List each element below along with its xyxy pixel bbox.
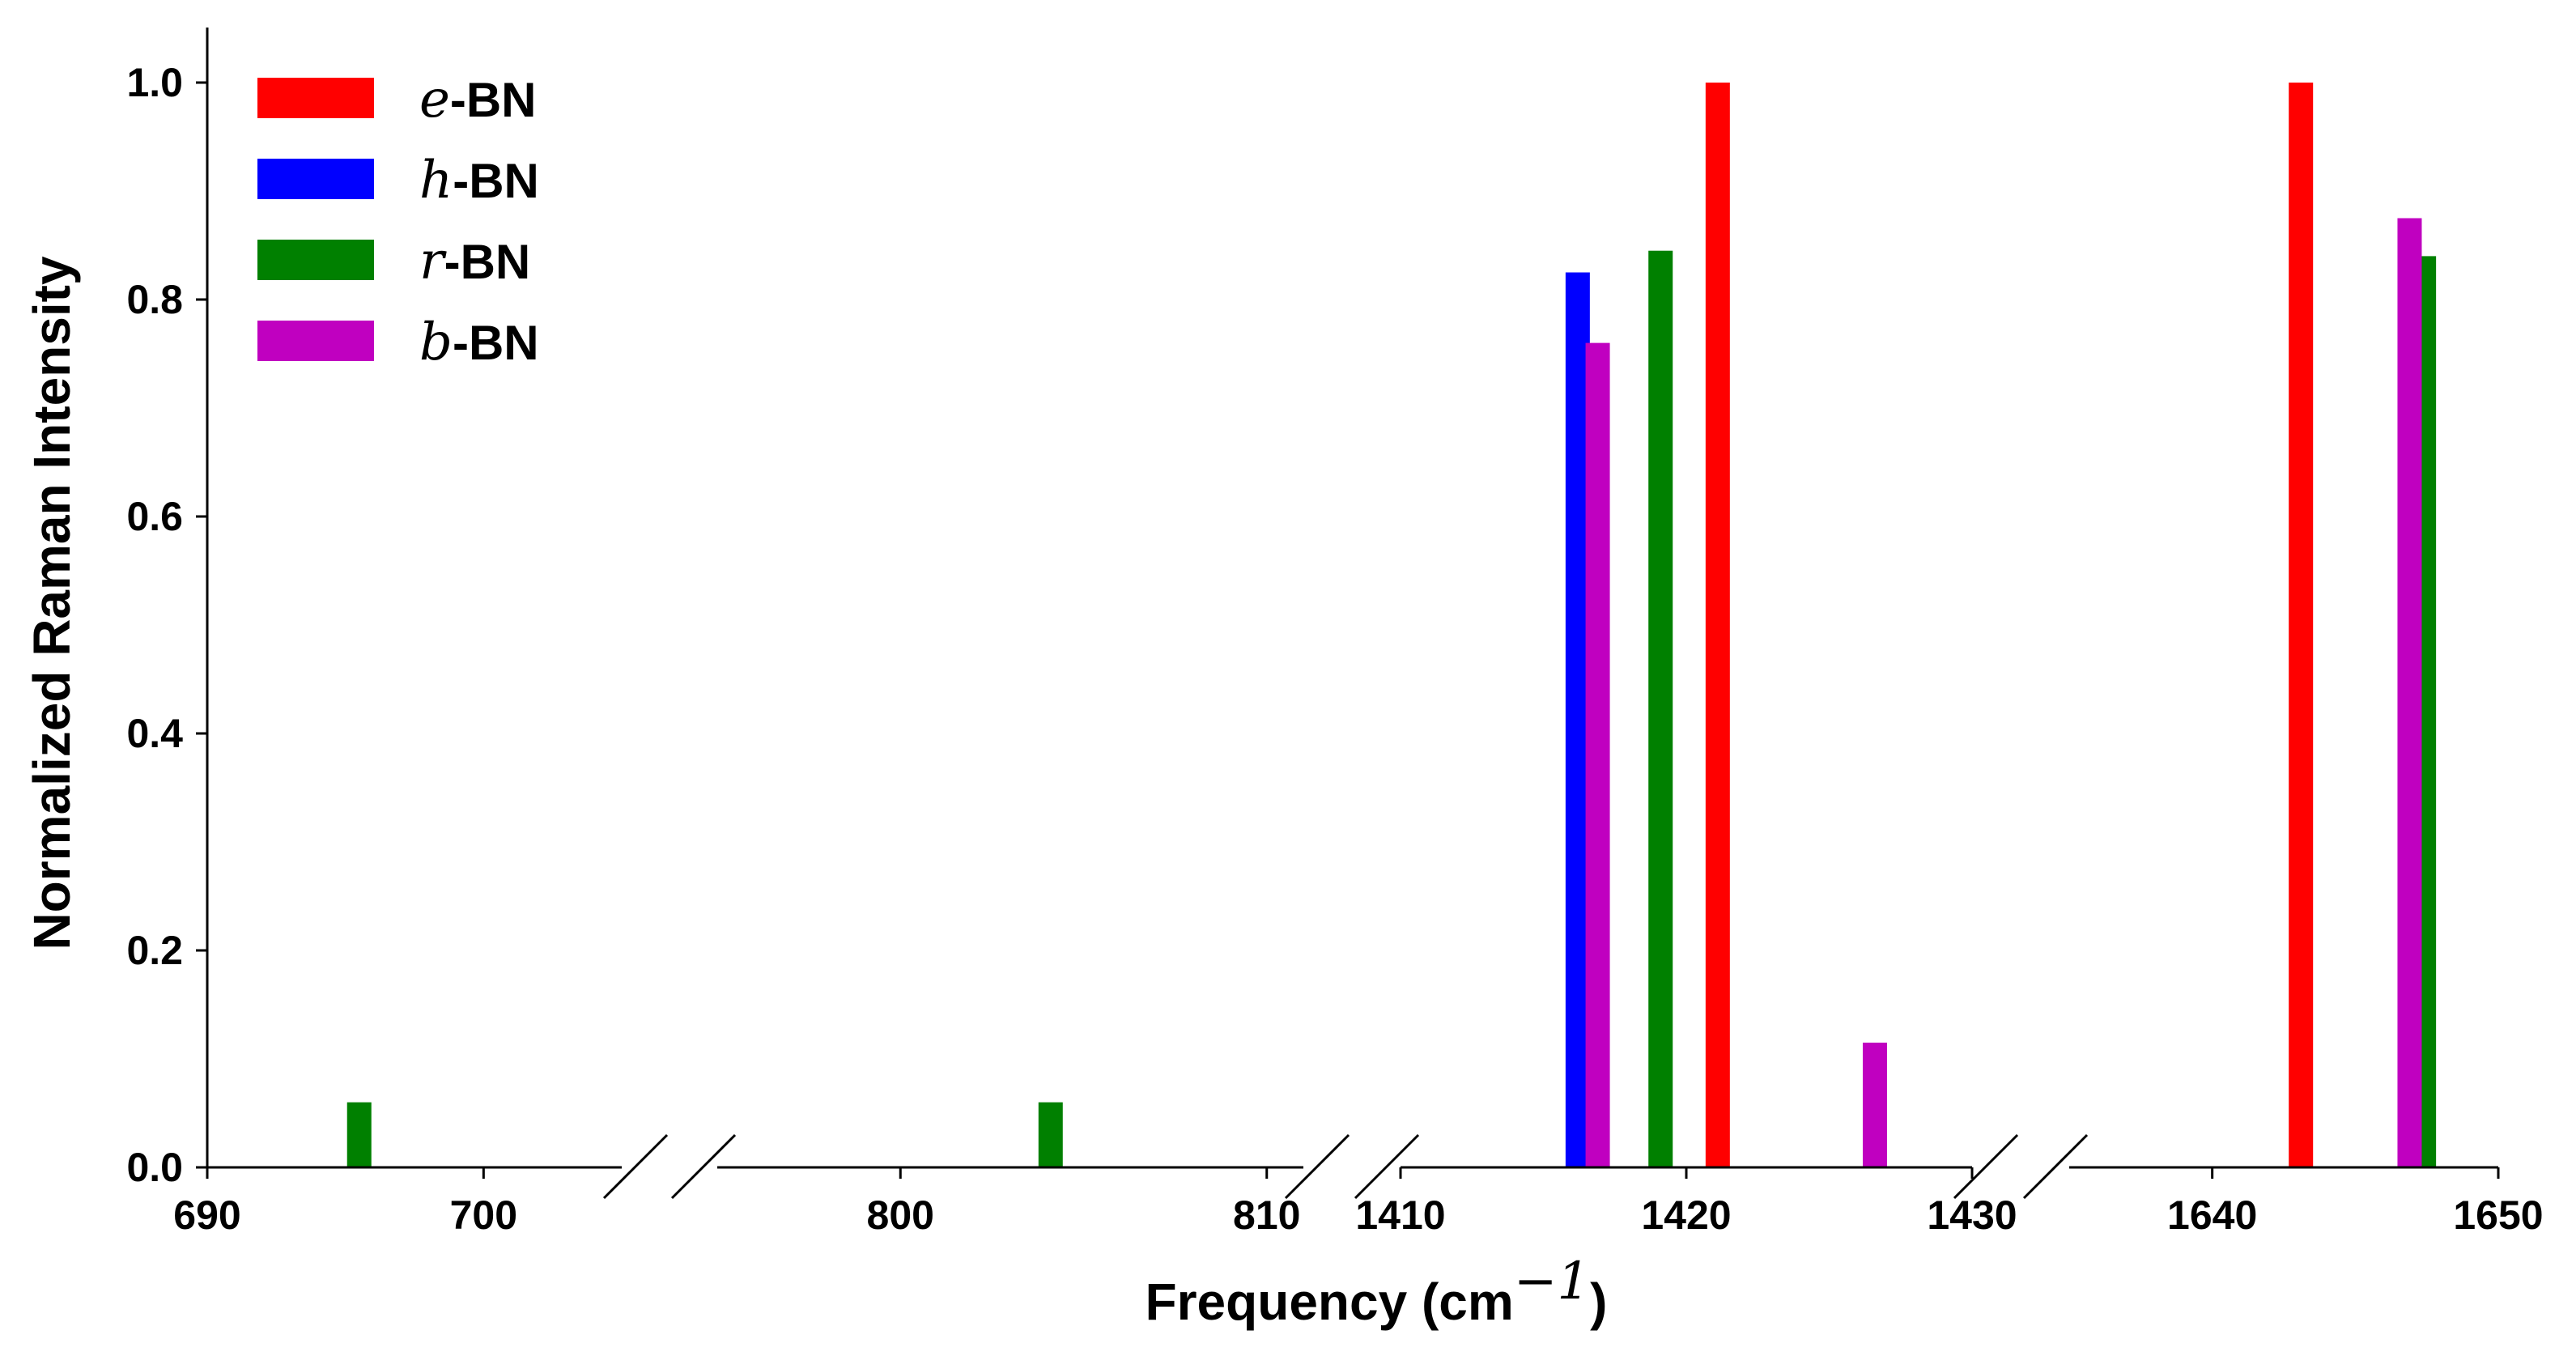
y-tick-label: 0.2 — [126, 928, 183, 973]
bar-r-bn — [1038, 1102, 1063, 1167]
x-axis-title-superscript: −1 — [1514, 1252, 1590, 1311]
x-tick-label: 690 — [173, 1192, 240, 1238]
x-axis-title-text: Frequency (cm — [1146, 1273, 1514, 1331]
axes-layer: 0.0 0.2 0.4 0.6 0.8 1.0 690 700 800 810 1410 1420 14… — [126, 28, 2544, 1238]
bar-r-bn — [346, 1102, 372, 1167]
legend-series-suffix: -BN — [453, 316, 539, 370]
bar-b-bn — [1862, 1042, 1887, 1167]
y-tick-label: 0.8 — [126, 277, 183, 322]
axis-break-mark — [1284, 1133, 1350, 1200]
x-tick-label: 810 — [1233, 1192, 1300, 1238]
legend-series-suffix: -BN — [453, 154, 539, 208]
legend-label-b-bn: b-BN — [419, 312, 539, 372]
legend-swatch-e-bn — [257, 78, 374, 118]
x-tick-label: 1420 — [1641, 1192, 1731, 1238]
axis-break-mark — [2022, 1133, 2089, 1200]
x-tick-label: 1650 — [2453, 1192, 2543, 1238]
y-tick-label: 1.0 — [126, 60, 183, 105]
y-tick-label: 0.0 — [126, 1145, 183, 1190]
legend-series-symbol: b — [419, 312, 453, 372]
legend-series-suffix: -BN — [450, 73, 537, 127]
bar-r-bn — [1648, 250, 1673, 1168]
x-tick-label: 1640 — [2167, 1192, 2257, 1238]
y-axis-title: Normalized Raman Intensity — [23, 256, 81, 950]
legend-series-symbol: h — [419, 151, 453, 210]
x-tick-label: 700 — [450, 1192, 517, 1238]
legend-series-symbol: e — [419, 70, 450, 130]
x-tick-label: 1410 — [1355, 1192, 1445, 1238]
bars-layer — [346, 83, 2437, 1168]
axis-break-mark — [670, 1133, 737, 1200]
legend-swatch-b-bn — [257, 321, 374, 361]
bar-b-bn — [2397, 218, 2422, 1167]
y-tick-label: 0.6 — [126, 494, 183, 539]
bar-e-bn — [2289, 83, 2314, 1167]
legend-swatch-h-bn — [257, 159, 374, 199]
bar-b-bn — [1585, 342, 1610, 1168]
y-tick-label: 0.4 — [126, 711, 183, 756]
legend-series-symbol: r — [419, 232, 447, 291]
axis-break-mark — [1354, 1133, 1420, 1200]
legend-label-h-bn: h-BN — [419, 151, 539, 210]
x-axis-title-close: ) — [1590, 1273, 1607, 1331]
axis-break-mark — [1953, 1133, 2019, 1200]
axis-break-mark — [602, 1133, 669, 1200]
bar-e-bn — [1705, 83, 1730, 1167]
x-axis-title: Frequency (cm−1) — [1146, 1252, 1608, 1331]
legend: e-BNh-BNr-BNb-BN — [257, 70, 539, 372]
legend-label-r-bn: r-BN — [419, 232, 530, 291]
legend-series-suffix: -BN — [444, 235, 531, 289]
x-tick-label: 1430 — [1927, 1192, 2017, 1238]
x-tick-label: 800 — [867, 1192, 934, 1238]
legend-swatch-r-bn — [257, 240, 374, 280]
legend-label-e-bn: e-BN — [419, 70, 537, 130]
